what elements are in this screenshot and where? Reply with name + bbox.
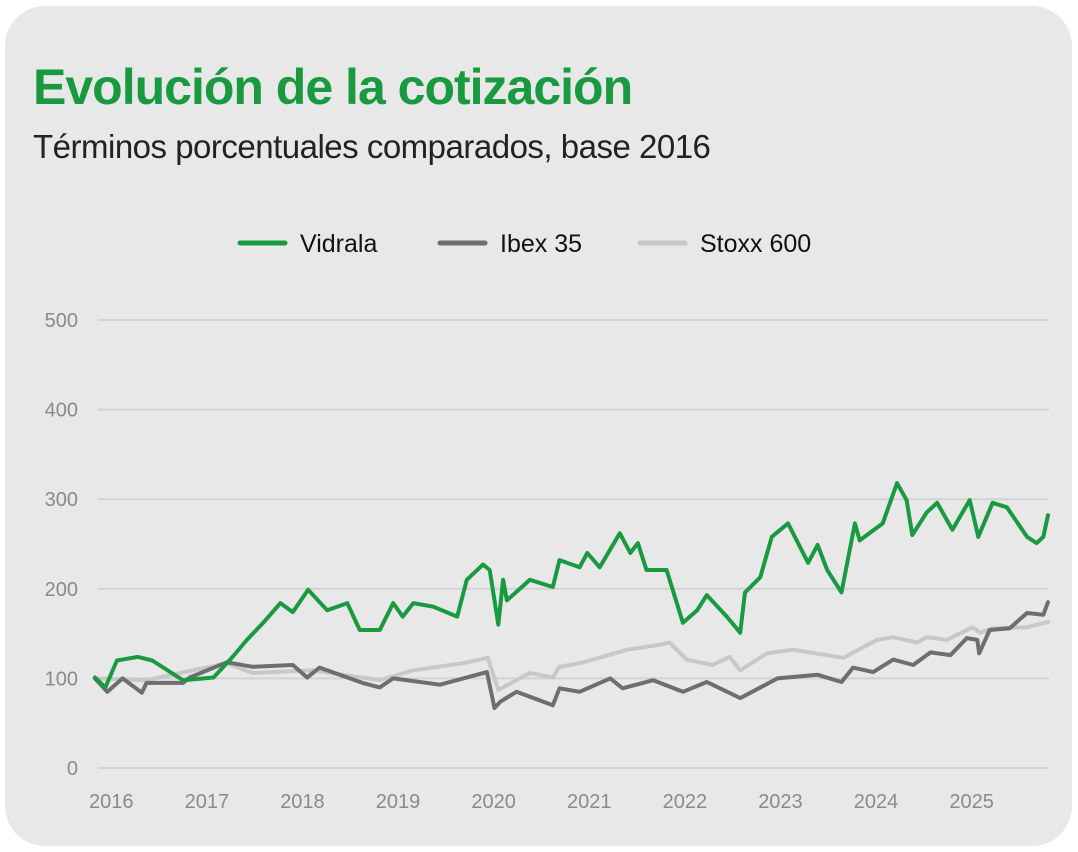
x-tick-label: 2020 [471, 791, 516, 813]
x-tick-label: 2024 [854, 791, 899, 813]
chart-card [5, 6, 1072, 846]
legend-label: Vidrala [300, 230, 377, 258]
legend-label: Ibex 35 [500, 230, 582, 258]
legend-label: Stoxx 600 [700, 230, 811, 258]
x-tick-label: 2016 [89, 791, 134, 813]
chart-title: Evolución de la cotización [33, 59, 633, 115]
x-tick-label: 2023 [758, 791, 803, 813]
series-line-vidrala [92, 481, 1050, 690]
y-tick-label: 500 [45, 310, 78, 332]
y-tick-label: 300 [45, 489, 78, 511]
x-tick-label: 2025 [949, 791, 994, 813]
x-tick-label: 2018 [280, 791, 325, 813]
series-line-ibex-35 [92, 600, 1050, 710]
x-tick-label: 2021 [567, 791, 612, 813]
chart-subtitle: Términos porcentuales comparados, base 2… [33, 128, 711, 165]
series-line-stoxx-600 [92, 620, 1050, 692]
x-tick-label: 2022 [663, 791, 708, 813]
x-tick-label: 2017 [185, 791, 230, 813]
y-tick-label: 400 [45, 400, 78, 422]
y-tick-label: 200 [45, 579, 78, 601]
y-tick-label: 100 [45, 668, 78, 690]
y-tick-label: 0 [67, 758, 78, 780]
x-tick-label: 2019 [376, 791, 421, 813]
